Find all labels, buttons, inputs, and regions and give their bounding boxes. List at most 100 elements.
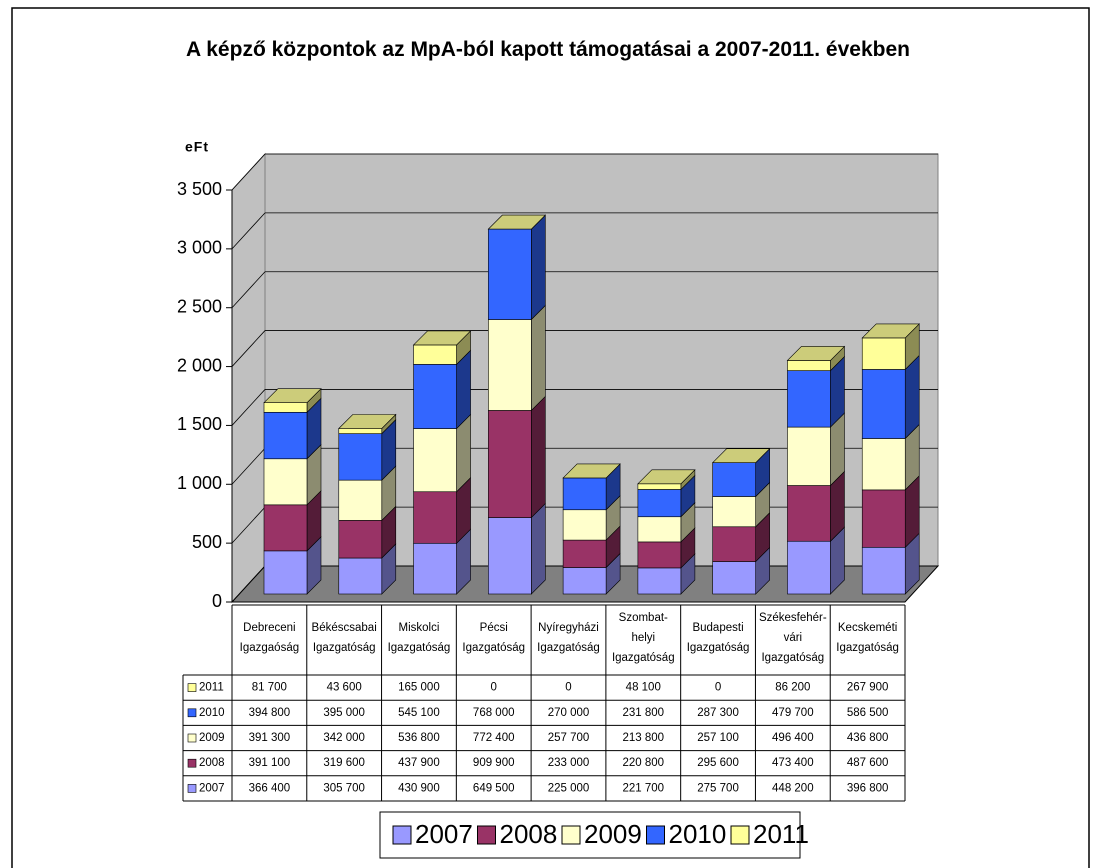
bar — [637, 567, 682, 595]
grid-line-side — [231, 565, 266, 603]
legend-box — [379, 811, 801, 859]
table-value: 225 000 — [548, 782, 590, 794]
table-value: 391 300 — [249, 732, 291, 744]
bar-side — [531, 214, 546, 321]
y-axis-label: eFt — [185, 139, 209, 155]
bar — [637, 483, 682, 490]
table-value: 430 900 — [398, 782, 440, 794]
table-value: 395 000 — [323, 707, 365, 719]
table-value: 233 000 — [548, 757, 590, 769]
legend-key — [730, 825, 750, 845]
table-value: 396 800 — [847, 782, 889, 794]
table-value: 319 600 — [323, 757, 365, 769]
table-value: 772 400 — [473, 732, 515, 744]
bar-top — [338, 414, 397, 429]
category-label: Békéscsabai — [312, 622, 377, 634]
bar — [637, 516, 682, 543]
category-label: Budapesti — [692, 622, 743, 634]
y-tick-label: 1 500 — [177, 414, 222, 434]
bar — [712, 496, 756, 528]
bar — [338, 433, 383, 481]
table-value: 267 900 — [847, 682, 889, 694]
bar — [712, 561, 756, 595]
table-value: 86 200 — [775, 682, 810, 694]
bar — [338, 428, 383, 434]
table-value: 0 — [491, 682, 497, 694]
table-value: 213 800 — [622, 732, 664, 744]
table-legend-key — [187, 733, 197, 743]
table-value: 909 900 — [473, 757, 515, 769]
bar — [413, 344, 457, 365]
legend-key — [392, 825, 412, 845]
bar-top — [786, 346, 846, 361]
table-value: 165 000 — [398, 682, 440, 694]
category-label: Igazgatóság — [388, 642, 451, 654]
grid-line-side — [231, 153, 266, 191]
category-label: Kecskeméti — [838, 622, 897, 634]
category-label: vári — [784, 632, 803, 644]
category-label: Igazgatóság — [761, 652, 824, 664]
grid-line-side — [231, 330, 266, 367]
bar — [488, 517, 532, 595]
category-label: Nyíregyházi — [538, 622, 599, 634]
bar-side — [904, 354, 920, 440]
chart-title: A képző központok az MpA-ból kapott támo… — [186, 38, 910, 61]
bar — [562, 567, 607, 595]
bar — [338, 520, 383, 559]
table-series-label: 2007 — [199, 782, 225, 794]
bar — [787, 426, 831, 486]
table-value: 48 100 — [626, 682, 661, 694]
bar-side — [531, 304, 546, 412]
bar — [263, 411, 308, 460]
table-value: 257 700 — [548, 732, 590, 744]
table-series-label: 2009 — [199, 732, 225, 744]
category-label: helyi — [631, 632, 655, 644]
table-value: 496 400 — [772, 732, 814, 744]
legend-key — [561, 825, 581, 845]
bar — [637, 541, 682, 569]
legend-key — [646, 825, 665, 845]
bar — [787, 485, 831, 542]
table-series-label: 2010 — [199, 707, 225, 719]
table-value: 536 800 — [398, 732, 440, 744]
bar-top — [562, 463, 621, 479]
table-value: 391 100 — [249, 757, 291, 769]
table-value: 473 400 — [772, 757, 814, 769]
bar — [637, 489, 682, 518]
category-label: Debreceni — [243, 622, 295, 634]
legend-label: 2011 — [753, 819, 809, 849]
bar — [488, 228, 532, 320]
table-legend-key — [187, 683, 197, 692]
grid-line-side — [231, 389, 266, 426]
bar-side — [531, 502, 546, 595]
bar — [488, 410, 532, 518]
bar — [338, 479, 383, 521]
bar-top — [637, 469, 696, 485]
bar — [861, 438, 906, 491]
table-value: 81 700 — [252, 682, 287, 694]
category-label: Igazgatóság — [612, 652, 675, 664]
table-value: 479 700 — [772, 707, 814, 719]
bar — [413, 542, 457, 595]
category-label: Igazgatóság — [836, 642, 899, 654]
bar — [338, 557, 383, 595]
bar — [562, 477, 607, 511]
bar-top — [412, 330, 472, 346]
y-tick-label: 2 500 — [177, 296, 222, 316]
table-value: 257 100 — [697, 732, 739, 744]
bar — [712, 526, 756, 562]
table-legend-key — [187, 758, 197, 768]
legend-label: 2010 — [669, 819, 727, 849]
bar-top — [861, 323, 920, 339]
bar — [712, 462, 756, 497]
y-tick-label: 0 — [212, 591, 222, 611]
legend-key — [477, 825, 496, 845]
table-value: 295 600 — [697, 757, 739, 769]
bar-top — [487, 214, 547, 230]
bar — [488, 319, 532, 411]
bar-side — [531, 395, 546, 519]
bar — [861, 369, 906, 439]
legend-label: 2007 — [415, 819, 473, 849]
